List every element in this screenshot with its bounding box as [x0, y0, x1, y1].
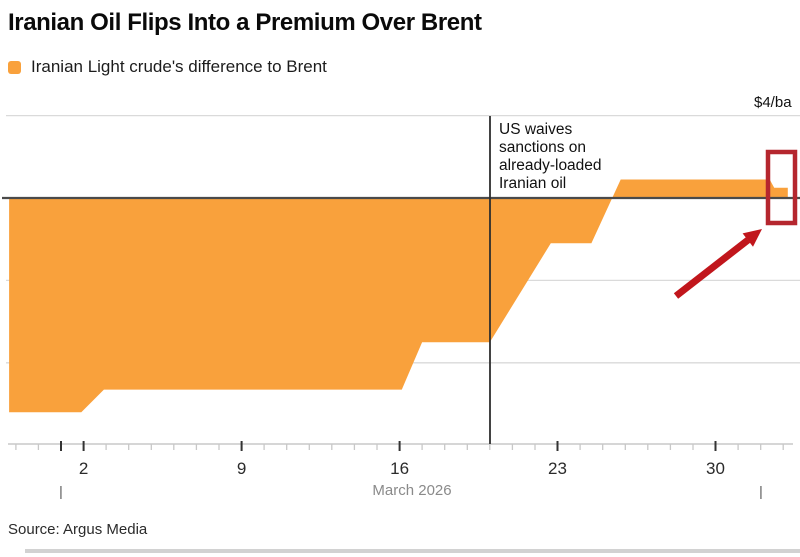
annotation-line-2: sanctions on	[499, 139, 586, 156]
x-axis	[8, 441, 793, 451]
arrow-head	[742, 229, 762, 247]
x-tick-label: 30	[706, 459, 725, 478]
highlight-rectangle	[765, 149, 798, 226]
source-credit: Source: Argus Media	[8, 521, 148, 538]
event-annotation: US waives sanctions on already-loaded Ir…	[499, 121, 606, 192]
annotation-line-4: Iranian oil	[499, 175, 566, 192]
x-tick-label: 16	[390, 459, 409, 478]
y-axis-unit-label: $4/ba	[754, 94, 792, 111]
legend: Iranian Light crude's difference to Bren…	[8, 57, 327, 77]
month-boundary-left: |	[59, 483, 63, 499]
area-series-shape	[9, 179, 788, 413]
x-tick-label: 9	[237, 459, 246, 478]
x-tick-label: 2	[79, 459, 88, 478]
month-boundary-right: |	[759, 483, 763, 499]
x-axis-tick-labels: 2 9 16 23 30	[79, 459, 725, 478]
legend-swatch-icon	[8, 60, 21, 74]
month-label: March 2026	[372, 482, 451, 499]
annotation-line-1: US waives	[499, 121, 572, 138]
chart-title: Iranian Oil Flips Into a Premium Over Br…	[8, 9, 482, 36]
bottom-divider	[25, 549, 800, 553]
annotation-line-3: already-loaded	[499, 157, 602, 174]
x-tick-label: 23	[548, 459, 567, 478]
legend-label: Iranian Light crude's difference to Bren…	[31, 57, 327, 76]
arrow-shaft	[673, 237, 751, 299]
highlight-arrow	[673, 229, 762, 299]
